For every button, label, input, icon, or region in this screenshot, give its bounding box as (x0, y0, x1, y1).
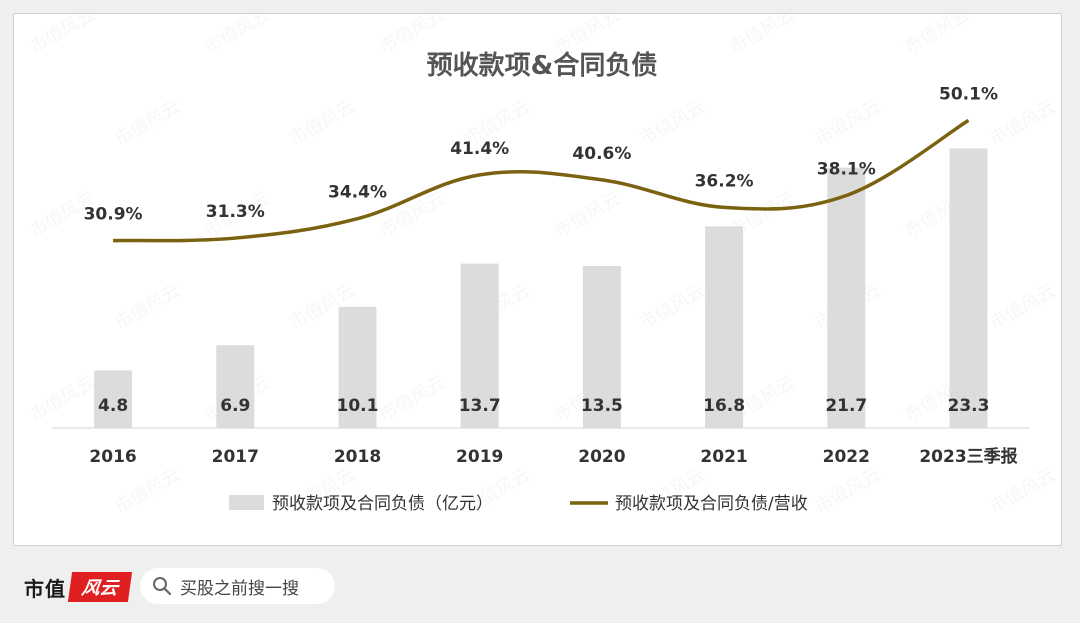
search-icon (153, 577, 172, 596)
footer-bar: 市值 风云 买股之前搜一搜 (0, 556, 1080, 623)
ratio-point-label: 40.6% (572, 144, 631, 164)
watermark-text: 市值风云 (111, 464, 184, 518)
ratio-point-label: 41.4% (450, 139, 509, 159)
ratio-point-label: 50.1% (939, 84, 998, 104)
x-tick-label: 2023三季报 (919, 446, 1017, 467)
watermark-text: 市值风云 (286, 96, 359, 150)
x-tick-label: 2020 (578, 447, 625, 467)
bar-value-label: 13.5 (581, 396, 623, 416)
watermark-text: 市值风云 (26, 372, 99, 426)
bar (582, 266, 621, 428)
ratio-point-label: 30.9% (84, 205, 143, 225)
watermark-text: 市值风云 (636, 280, 709, 334)
bar (705, 226, 744, 428)
bar (460, 263, 499, 428)
bar-value-label: 10.1 (337, 396, 379, 416)
watermark-text: 市值风云 (726, 14, 799, 58)
bar (216, 345, 255, 428)
brand-name: 市值 (24, 576, 66, 601)
x-tick-label: 2022 (823, 447, 870, 467)
watermark-text: 市值风云 (811, 96, 884, 150)
ratio-point-label: 36.2% (695, 171, 754, 191)
ratio-point-label: 38.1% (817, 159, 876, 179)
bar-value-label: 4.8 (98, 396, 128, 416)
brand-logo: 市值 风云 (24, 570, 133, 604)
bar-value-label: 13.7 (459, 396, 501, 416)
search-placeholder: 买股之前搜一搜 (180, 578, 299, 599)
ratio-point-label: 31.3% (206, 202, 265, 222)
chart-card: 市值风云 市值风云 市值风云 市值风云 市值风云 市值风云 市值风云 市值风云 市值风云 市值风云… (13, 13, 1062, 546)
bar (338, 306, 377, 428)
watermark-text: 市值风云 (201, 14, 274, 58)
bar (94, 370, 133, 428)
brand-stamp: 风云 (67, 572, 133, 602)
legend-bar-swatch (229, 495, 264, 510)
chart-title: 预收款项&合同负债 (427, 50, 658, 81)
bar-value-label: 16.8 (703, 396, 745, 416)
search-box[interactable]: 买股之前搜一搜 (140, 568, 335, 604)
watermark-text: 市值风云 (26, 14, 99, 58)
watermark-text: 市值风云 (986, 464, 1059, 518)
watermark-text: 市值风云 (986, 280, 1059, 334)
watermark-text: 市值风云 (111, 280, 184, 334)
x-tick-label: 2021 (700, 447, 747, 467)
x-tick-label: 2017 (212, 447, 259, 467)
bar-value-label: 23.3 (948, 396, 990, 416)
ratio-series-line (113, 118, 970, 243)
legend-bar-label: 预收款项及合同负债（亿元） (272, 494, 493, 514)
bar-value-label: 6.9 (220, 396, 250, 416)
watermark-text: 市值风云 (636, 96, 709, 150)
x-tick-label: 2018 (334, 447, 381, 467)
bar-value-label: 21.7 (825, 396, 867, 416)
bar (827, 167, 866, 428)
watermark-text: 市值风云 (811, 464, 884, 518)
watermark-text: 市值风云 (551, 188, 624, 242)
watermark-text: 市值风云 (111, 96, 184, 150)
x-tick-label: 2016 (89, 447, 136, 467)
watermark-text: 市值风云 (376, 372, 449, 426)
ratio-point-label: 34.4% (328, 183, 387, 203)
x-tick-label: 2019 (456, 447, 503, 467)
watermark-text: 市值风云 (901, 14, 974, 58)
legend-line-label: 预收款项及合同负债/营收 (615, 494, 808, 514)
bar (949, 148, 988, 428)
legend: 预收款项及合同负债（亿元） 预收款项及合同负债/营收 (229, 494, 808, 514)
